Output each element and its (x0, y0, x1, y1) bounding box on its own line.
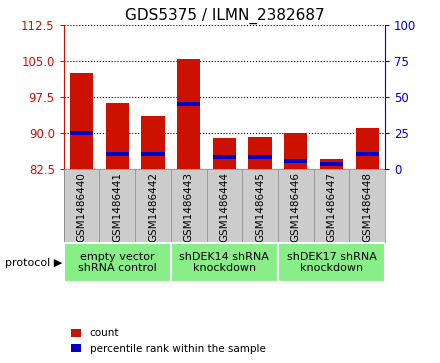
Bar (213, 155, 236, 159)
Legend: count, percentile rank within the sample: count, percentile rank within the sample (67, 324, 270, 358)
Text: GSM1486448: GSM1486448 (362, 172, 372, 242)
Bar (177, 102, 200, 106)
Text: empty vector
shRNA control: empty vector shRNA control (78, 252, 157, 273)
Text: GSM1486440: GSM1486440 (77, 172, 87, 242)
Bar (356, 152, 379, 156)
Text: GSM1486442: GSM1486442 (148, 172, 158, 242)
Bar (284, 159, 308, 163)
Text: protocol ▶: protocol ▶ (5, 258, 62, 268)
Title: GDS5375 / ILMN_2382687: GDS5375 / ILMN_2382687 (125, 8, 324, 24)
Text: GSM1486444: GSM1486444 (220, 172, 229, 242)
Bar (249, 136, 271, 168)
Bar (141, 152, 165, 156)
Bar (70, 73, 93, 168)
Text: GSM1486446: GSM1486446 (291, 172, 301, 242)
Text: shDEK17 shRNA
knockdown: shDEK17 shRNA knockdown (286, 252, 376, 273)
Bar (70, 131, 93, 135)
Text: GSM1486441: GSM1486441 (112, 172, 122, 242)
Text: GSM1486447: GSM1486447 (326, 172, 337, 242)
FancyBboxPatch shape (171, 243, 278, 282)
Bar (284, 133, 308, 168)
Text: shDEK14 shRNA
knockdown: shDEK14 shRNA knockdown (180, 252, 269, 273)
FancyBboxPatch shape (64, 243, 171, 282)
Bar (320, 162, 343, 166)
Bar (177, 59, 200, 168)
Bar (249, 155, 271, 159)
Bar (141, 116, 165, 168)
Bar (356, 128, 379, 168)
Text: GSM1486443: GSM1486443 (184, 172, 194, 242)
Bar (320, 159, 343, 168)
FancyBboxPatch shape (278, 243, 385, 282)
Bar (213, 138, 236, 168)
Bar (106, 152, 129, 156)
Text: GSM1486445: GSM1486445 (255, 172, 265, 242)
Bar (106, 103, 129, 168)
